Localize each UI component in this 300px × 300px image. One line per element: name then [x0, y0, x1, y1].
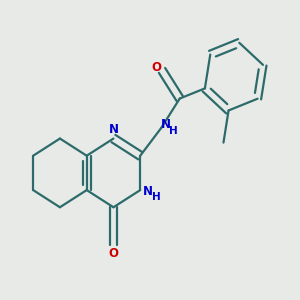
- Text: O: O: [152, 61, 162, 74]
- Text: H: H: [169, 126, 178, 136]
- Text: N: N: [160, 118, 170, 131]
- Text: N: N: [109, 123, 118, 136]
- Text: O: O: [109, 247, 118, 260]
- Text: H: H: [152, 192, 161, 202]
- Text: N: N: [142, 185, 153, 198]
